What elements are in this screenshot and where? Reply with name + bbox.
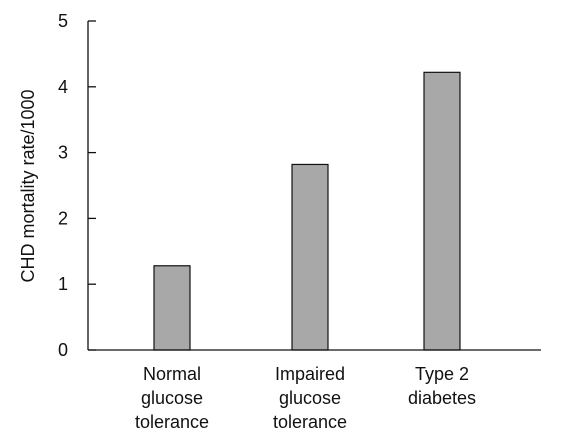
x-category-label-line: Type 2 [415,364,469,384]
x-category-labels: Normal glucose tolerance Impaired glucose tol… [135,364,476,432]
x-category-label-line: glucose [279,388,341,408]
y-tick-label: 1 [58,274,68,294]
x-category-label-line: tolerance [273,412,347,432]
bar [423,71,461,351]
x-category-label-line: diabetes [408,388,476,408]
x-category-label: Type 2 diabetes [408,364,476,408]
bars [153,71,461,351]
x-category-label-line: glucose [141,388,203,408]
x-category-label-line: Normal [143,364,201,384]
y-axis-title: CHD mortality rate/1000 [18,89,38,282]
x-category-label-line: Impaired [275,364,345,384]
x-category-label: Impaired glucose tolerance [273,364,347,432]
y-ticks: 0 1 2 3 4 5 [58,11,96,360]
y-tick-label: 2 [58,208,68,228]
x-category-label-line: tolerance [135,412,209,432]
y-tick-label: 5 [58,11,68,31]
bar [153,265,191,351]
axes [87,21,541,351]
y-tick-label: 3 [58,143,68,163]
bar [291,163,329,351]
y-tick-label: 4 [58,77,68,97]
x-category-label: Normal glucose tolerance [135,364,209,432]
y-tick-label: 0 [58,340,68,360]
